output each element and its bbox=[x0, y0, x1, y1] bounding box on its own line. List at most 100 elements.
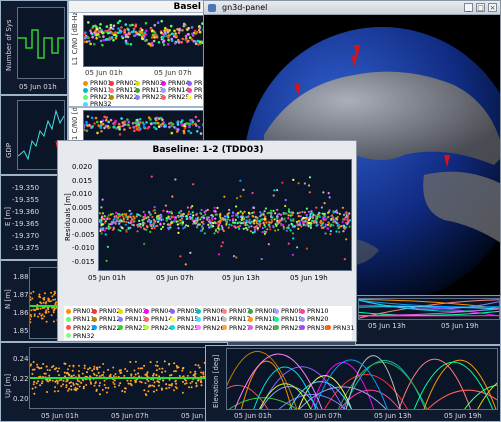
cn0-scatter bbox=[82, 19, 205, 47]
residual-point bbox=[145, 217, 148, 220]
data-point bbox=[39, 301, 42, 304]
data-point bbox=[144, 29, 148, 32]
globe-window-titlebar[interactable]: gn3d-panel _ □ × bbox=[204, 1, 500, 15]
cn0-legend-item: PRN14 bbox=[161, 86, 190, 94]
satellite-marker-3 bbox=[294, 83, 300, 95]
data-point bbox=[54, 307, 57, 310]
legend-swatch bbox=[248, 308, 253, 314]
data-point bbox=[188, 36, 192, 39]
data-point bbox=[157, 41, 161, 44]
cn0-legend-item: PRN02 bbox=[109, 79, 138, 87]
residual-strip-panel: 05 Jun 13h 05 Jun 19h bbox=[355, 295, 501, 345]
elev-xtick-2: 05 Jun 07h bbox=[304, 412, 342, 420]
data-point bbox=[30, 363, 33, 366]
data-point bbox=[98, 375, 101, 378]
residuals-scatter bbox=[97, 175, 351, 266]
data-point bbox=[137, 123, 140, 127]
residual-point bbox=[129, 226, 132, 230]
data-point bbox=[42, 363, 45, 365]
residual-point bbox=[191, 211, 194, 214]
data-point bbox=[123, 128, 126, 131]
residual-point bbox=[279, 213, 282, 216]
data-point bbox=[195, 382, 198, 385]
residual-point bbox=[292, 211, 295, 214]
data-point bbox=[102, 38, 106, 42]
data-point bbox=[164, 26, 167, 30]
residual-point bbox=[189, 212, 192, 216]
data-point bbox=[98, 384, 101, 387]
residual-point bbox=[115, 214, 118, 217]
data-point bbox=[198, 26, 202, 29]
residual-point bbox=[250, 221, 253, 224]
residual-point bbox=[309, 217, 312, 220]
data-point bbox=[129, 379, 132, 382]
data-point bbox=[103, 383, 106, 386]
data-point bbox=[154, 121, 157, 125]
legend-swatch bbox=[326, 325, 331, 331]
up-xtick-2: 05 Jun 07h bbox=[111, 412, 149, 420]
residual-point bbox=[100, 221, 103, 224]
legend-swatch bbox=[196, 308, 201, 314]
residual-point bbox=[260, 257, 263, 261]
data-point bbox=[86, 115, 90, 118]
residual-point bbox=[307, 210, 310, 213]
residual-point bbox=[254, 215, 257, 218]
maximize-icon[interactable]: □ bbox=[476, 3, 485, 12]
residual-point bbox=[125, 212, 128, 216]
residual-point bbox=[211, 215, 215, 218]
legend-item: PRN02 bbox=[92, 307, 121, 315]
data-point bbox=[95, 366, 98, 369]
residual-point bbox=[162, 209, 165, 212]
residual-point bbox=[314, 214, 317, 217]
close-icon[interactable]: × bbox=[488, 3, 497, 12]
legend-swatch bbox=[118, 308, 123, 314]
data-point bbox=[161, 367, 164, 370]
minimize-icon[interactable]: _ bbox=[464, 3, 473, 12]
residual-point bbox=[139, 226, 143, 229]
legend-swatch bbox=[196, 325, 201, 331]
data-point bbox=[118, 19, 122, 23]
data-point bbox=[197, 379, 199, 382]
residual-point bbox=[253, 219, 256, 222]
data-point bbox=[134, 379, 137, 382]
data-point bbox=[139, 127, 142, 131]
residual-point bbox=[174, 217, 177, 220]
data-point bbox=[60, 378, 63, 381]
strip-line bbox=[358, 304, 500, 317]
data-point bbox=[31, 387, 34, 390]
data-point bbox=[158, 367, 161, 370]
data-point bbox=[93, 368, 96, 370]
residual-point bbox=[344, 221, 347, 224]
legend-label: PRN11 bbox=[73, 315, 95, 324]
residual-point bbox=[267, 220, 270, 223]
data-point bbox=[120, 35, 124, 38]
residual-point bbox=[216, 206, 219, 209]
residual-point bbox=[188, 215, 192, 219]
residual-point bbox=[255, 222, 258, 225]
elevation-arc bbox=[339, 389, 400, 410]
data-point bbox=[154, 364, 157, 367]
residual-point bbox=[338, 212, 341, 215]
residual-point bbox=[216, 230, 219, 234]
residual-point bbox=[275, 222, 278, 225]
residual-point bbox=[342, 230, 345, 233]
residual-point bbox=[109, 213, 112, 216]
legend-item: PRN12 bbox=[92, 315, 121, 323]
residual-point bbox=[109, 223, 112, 226]
data-point bbox=[158, 375, 161, 378]
baseline-window[interactable]: Baseline: 1-2 (TDD03) Residuals [m] 0.02… bbox=[57, 140, 357, 342]
legend-label: PRN29 bbox=[281, 323, 303, 332]
legend-item: PRN23 bbox=[118, 324, 147, 332]
data-point bbox=[197, 125, 201, 129]
residual-point bbox=[300, 225, 303, 228]
data-point bbox=[176, 130, 179, 133]
cn0-legend-item: PRN32 bbox=[83, 100, 112, 106]
residual-point bbox=[341, 220, 344, 223]
data-point bbox=[153, 23, 157, 27]
strip-line bbox=[358, 306, 500, 310]
residual-point bbox=[276, 219, 279, 223]
data-point bbox=[78, 364, 80, 367]
residual-point bbox=[203, 216, 206, 219]
data-point bbox=[200, 384, 203, 387]
residual-point bbox=[321, 223, 324, 226]
